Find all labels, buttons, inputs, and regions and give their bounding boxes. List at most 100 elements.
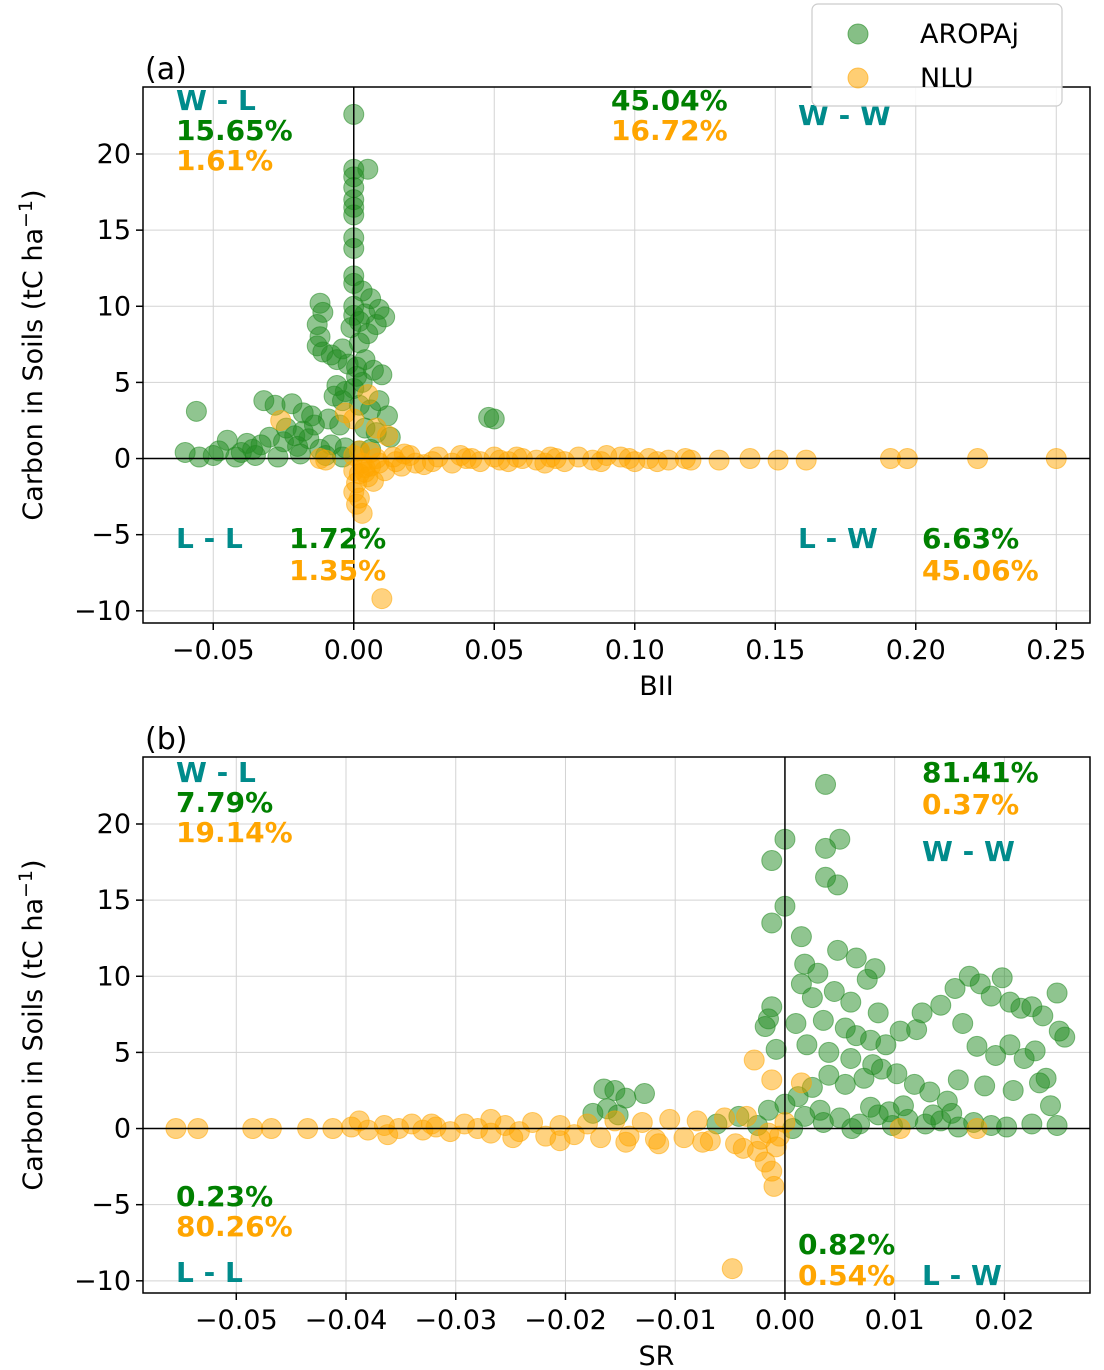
data-point-nlu [357, 384, 379, 406]
data-point-aropaj [941, 1102, 963, 1124]
data-point-nlu [736, 1105, 758, 1127]
data-point-aropaj [815, 837, 837, 859]
x-tick-label: 0.10 [605, 635, 665, 666]
data-point-aropaj [991, 967, 1013, 989]
y-tick-label: 0 [114, 1114, 131, 1145]
data-point-nlu [708, 449, 730, 471]
annotation-text: L - L [176, 522, 243, 555]
panel-label: (b) [145, 722, 187, 757]
data-point-aropaj [875, 1034, 897, 1056]
data-point-aropaj [289, 443, 311, 465]
data-point-aropaj [761, 912, 783, 934]
y-tick-label: −5 [91, 520, 131, 551]
plot-frame [142, 756, 1091, 1294]
data-point-aropaj [996, 1116, 1018, 1138]
data-point-nlu [522, 1111, 544, 1133]
data-point-nlu [502, 1127, 524, 1149]
data-point-aropaj [840, 1048, 862, 1069]
x-tick-label: −0.02 [524, 1305, 607, 1336]
x-tick-label: 0.00 [755, 1305, 815, 1336]
annotation-text: 0.37% [922, 788, 1019, 821]
data-point-aropaj [790, 926, 812, 948]
y-tick-label: −10 [74, 1266, 131, 1297]
data-point-aropaj [974, 1075, 996, 1097]
data-point-aropaj [815, 773, 837, 795]
data-point-nlu [480, 1108, 502, 1130]
data-point-aropaj [761, 850, 783, 872]
data-point-aropaj [807, 962, 829, 984]
data-point-aropaj [845, 947, 867, 969]
annotation-text: 45.06% [922, 554, 1039, 587]
data-point-nlu [377, 1124, 399, 1146]
data-point-aropaj [371, 364, 393, 386]
legend-frame [811, 3, 1063, 107]
annotation-text: 16.72% [611, 114, 728, 147]
y-tick-label: 0 [114, 444, 131, 475]
data-point-aropaj [834, 1073, 856, 1095]
data-point-nlu [534, 452, 556, 474]
data-point-nlu [659, 1108, 681, 1130]
legend-label-aropaj: AROPAj [920, 19, 1019, 50]
data-point-aropaj [812, 1009, 834, 1031]
x-tick-label: −0.05 [195, 1305, 278, 1336]
legend-marker-nlu [847, 67, 869, 89]
data-point-nlu [393, 443, 415, 465]
y-tick-label: 5 [114, 1037, 131, 1068]
data-point-aropaj [284, 425, 306, 447]
annotation-text: 19.14% [176, 816, 293, 849]
legend-marker-aropaj [847, 23, 869, 45]
data-point-aropaj [267, 446, 289, 468]
panel-a: −0.05 0.00 0.05 0.10 0.15 0.20 0.25 −10 −5 0 5 10 15… [15, 52, 1091, 702]
data-point-aropaj [230, 441, 252, 463]
annotation-text: L - W [798, 522, 878, 555]
data-point-aropaj [827, 874, 849, 896]
data-point-aropaj [980, 985, 1002, 1007]
data-point-nlu [590, 451, 612, 473]
annotation-text: L - L [176, 1256, 243, 1289]
y-tick-label: 20 [97, 139, 131, 170]
data-point-aropaj [856, 968, 878, 990]
x-tick-label: 0.15 [745, 635, 805, 666]
data-point-nlu [489, 449, 511, 471]
data-point-aropaj [346, 365, 368, 387]
annotation-bottom-left: L - L 1.72%1.35% [176, 522, 386, 587]
x-tick-label: −0.01 [634, 1305, 717, 1336]
data-point-nlu [549, 1130, 571, 1152]
annotation-text: 1.35% [289, 554, 386, 587]
annotation-text: 0.82% [798, 1228, 895, 1261]
y-axis-label: Carbon in Soils (tC ha−1) [15, 859, 49, 1190]
y-tick-label: 15 [97, 215, 131, 246]
legend-label-nlu: NLU [920, 63, 974, 94]
x-tick-label: 0.02 [974, 1305, 1034, 1336]
data-point-nlu [590, 1127, 612, 1149]
x-tick-label: −0.03 [414, 1305, 497, 1336]
data-point-aropaj [633, 1083, 655, 1105]
series-aropaj [582, 773, 1076, 1140]
data-point-aropaj [966, 1035, 988, 1057]
data-point-aropaj [1046, 1115, 1068, 1136]
data-point-aropaj [785, 1012, 807, 1034]
annotation-text: 81.41% [922, 756, 1039, 789]
x-tick-label: 0.25 [1026, 635, 1086, 666]
annotation-bottom-right: 0.82%0.54% L - W [798, 1228, 1002, 1292]
data-point-nlu [270, 409, 292, 431]
data-point-nlu [795, 449, 817, 471]
x-tick-label: 0.01 [865, 1305, 925, 1336]
data-point-nlu [686, 1110, 708, 1132]
data-point-aropaj [818, 1041, 840, 1063]
annotation-bottom-left: 0.23%80.26% L - L [176, 1180, 293, 1289]
annotation-text: 1.61% [176, 144, 273, 177]
data-point-aropaj [796, 1034, 818, 1056]
data-point-nlu [757, 1122, 779, 1144]
data-point-nlu [371, 588, 393, 610]
data-point-nlu [348, 463, 370, 485]
data-point-nlu [631, 1111, 653, 1133]
data-point-nlu [767, 449, 789, 471]
data-point-aropaj [952, 1012, 974, 1034]
annotation-bottom-right: L - W 6.63%45.06% [798, 522, 1039, 587]
data-point-nlu [761, 1069, 783, 1091]
data-point-nlu [714, 1107, 736, 1129]
data-point-nlu [348, 487, 370, 509]
data-point-aropaj [1032, 1005, 1054, 1027]
y-tick-label: 10 [97, 291, 131, 322]
